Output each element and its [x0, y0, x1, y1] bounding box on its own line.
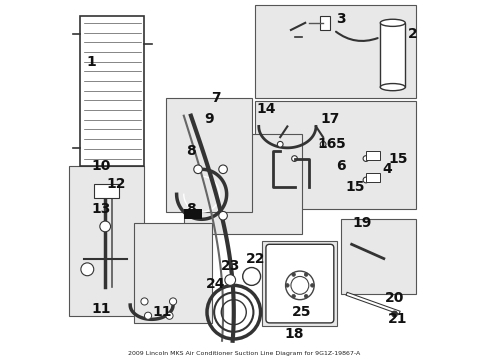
Bar — [365, 152, 380, 160]
Circle shape — [224, 275, 235, 285]
Circle shape — [291, 156, 297, 161]
Circle shape — [169, 298, 176, 305]
Bar — [340, 219, 415, 294]
Circle shape — [391, 311, 397, 317]
Circle shape — [81, 263, 94, 276]
Text: 11: 11 — [152, 305, 172, 319]
Bar — [183, 208, 201, 219]
Text: 1: 1 — [86, 55, 96, 69]
Bar — [165, 98, 251, 212]
Circle shape — [285, 284, 288, 287]
Bar — [183, 134, 301, 234]
Bar — [255, 102, 415, 208]
Circle shape — [304, 273, 307, 276]
Circle shape — [193, 165, 202, 174]
Circle shape — [363, 177, 368, 183]
Text: 2: 2 — [407, 27, 416, 41]
Circle shape — [165, 312, 173, 319]
Bar — [380, 23, 405, 87]
Circle shape — [144, 312, 151, 319]
Text: 13: 13 — [92, 202, 111, 216]
Text: 2009 Lincoln MKS Air Conditioner Suction Line Diagram for 9G1Z-19867-A: 2009 Lincoln MKS Air Conditioner Suction… — [128, 351, 360, 356]
Circle shape — [242, 267, 260, 285]
Bar — [319, 16, 329, 30]
Circle shape — [320, 141, 325, 147]
Text: 11: 11 — [92, 302, 111, 316]
Text: 6: 6 — [335, 159, 345, 173]
Text: 23: 23 — [220, 259, 240, 273]
Bar — [80, 16, 144, 166]
Circle shape — [141, 298, 148, 305]
Text: 17: 17 — [320, 112, 339, 126]
Text: 14: 14 — [256, 102, 275, 116]
Text: 15: 15 — [345, 180, 364, 194]
Text: 15: 15 — [387, 152, 407, 166]
Text: 10: 10 — [92, 159, 111, 173]
Text: 24: 24 — [206, 276, 225, 291]
Circle shape — [100, 221, 110, 232]
Text: 16: 16 — [316, 137, 336, 151]
Text: 5: 5 — [335, 137, 345, 151]
Text: 20: 20 — [384, 291, 404, 305]
Text: 4: 4 — [382, 162, 391, 176]
Text: 8: 8 — [185, 202, 195, 216]
Circle shape — [291, 294, 295, 298]
Text: 7: 7 — [211, 91, 220, 105]
Circle shape — [218, 165, 227, 174]
Circle shape — [304, 294, 307, 298]
Bar — [365, 173, 380, 182]
Circle shape — [310, 284, 313, 287]
Bar — [69, 166, 144, 316]
Circle shape — [218, 211, 227, 220]
Text: 19: 19 — [352, 216, 371, 230]
Text: 18: 18 — [284, 327, 304, 341]
Text: 21: 21 — [387, 312, 407, 326]
Text: 25: 25 — [291, 305, 311, 319]
Bar — [262, 241, 337, 327]
Bar — [94, 184, 119, 198]
Circle shape — [363, 156, 368, 161]
Ellipse shape — [380, 84, 405, 91]
Bar — [255, 5, 415, 98]
Text: 3: 3 — [335, 12, 345, 26]
Circle shape — [277, 141, 283, 147]
Text: 12: 12 — [106, 176, 125, 190]
Circle shape — [291, 273, 295, 276]
Ellipse shape — [380, 19, 405, 26]
FancyBboxPatch shape — [265, 244, 333, 323]
Bar — [134, 223, 212, 323]
Text: 22: 22 — [245, 252, 264, 266]
Text: 9: 9 — [203, 112, 213, 126]
Text: 8: 8 — [185, 144, 195, 158]
